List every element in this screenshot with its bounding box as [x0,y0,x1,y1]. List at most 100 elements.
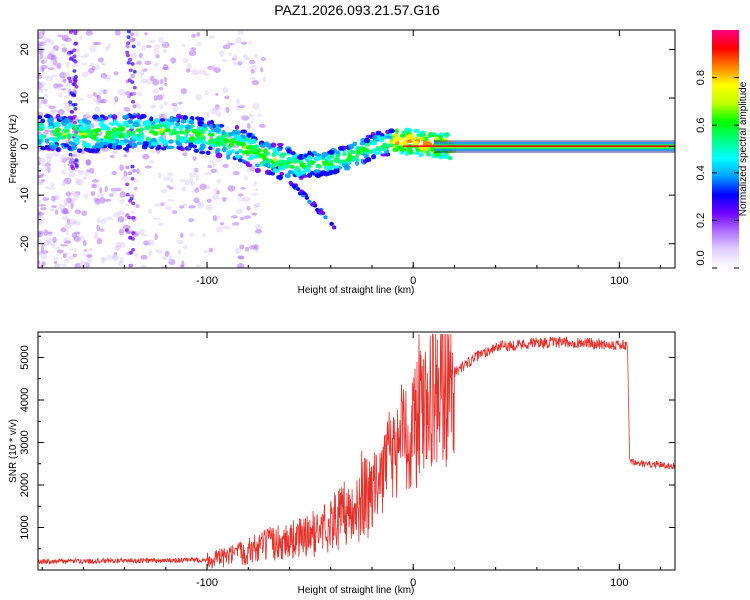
spectrogram-speckle [87,67,95,74]
spectrogram-speckle [96,237,103,245]
spectrogram-speckle [168,186,174,190]
spectrogram-streak [128,171,133,176]
spectrogram-speckle [119,191,126,198]
spectrogram-speckle [215,178,222,184]
spectrogram-speckle [222,225,231,230]
spectrogram-ridge-cell [322,171,330,177]
spectrogram-ridge-cell [143,119,150,125]
spectrogram-speckle [114,96,119,103]
spectrogram-speckle [61,180,66,187]
spectrogram-ridge-cell [280,159,287,164]
spectrogram-speckle [49,108,58,114]
spectrogram-ridge-cell [136,113,141,119]
spectrogram-speckle [54,209,59,215]
spectrogram-streak [73,74,78,79]
spectrogram-speckle [193,197,200,204]
spectrogram-speckle [216,190,220,195]
spectrogram-speckle [137,91,143,97]
spectrogram-ridge-cell [289,164,295,169]
spectrogram-ridge-cell [45,113,51,119]
spectrogram-ridge-cell [364,148,370,152]
spectrogram-ridge-cell [150,137,158,144]
spectrogram-x-axis-label: Height of straight line (km) [298,285,415,296]
spectrogram-ridge-cell [234,135,242,141]
spectrogram-speckle [179,205,185,209]
spectrogram-speckle [56,62,62,70]
spectrogram-speckle [225,106,230,113]
spectrogram-speckle [162,48,167,54]
spectrogram-speckle [84,261,89,268]
snr-y-tick-label: 4000 [19,388,31,412]
spectrogram-ridge-cell [213,138,221,142]
spectrogram-ridge-cell [139,136,144,141]
spectrogram-ridge-cell [285,164,291,169]
spectrogram-speckle [134,179,140,183]
spectrogram-speckle [51,205,57,209]
spectrogram-ridge-cell [80,134,86,139]
spectrogram-ridge-cell [202,123,208,129]
spectrogram-ridge-cell [433,136,440,141]
spectrogram-speckle [237,256,245,260]
spectrogram-speckle [147,208,153,215]
spectrogram-ridge-cell [161,147,167,151]
spectrogram-ridge-cell [372,141,378,145]
spectrogram-ridge-cell [239,138,247,143]
spectrogram-speckle [95,64,100,71]
spectrogram-speckle [58,92,63,98]
spectrogram-speckle [152,217,161,221]
spectrogram-ridge-cell [338,146,343,151]
spectrogram-ridge-cell [302,174,308,178]
spectrogram-speckle [208,35,216,39]
spectrogram-streak [130,194,135,198]
spectrogram-speckle [145,77,152,85]
spectrogram-ridge-cell [59,135,64,140]
spectrogram-speckle [252,103,260,110]
spectrogram-ridge-cell [205,150,211,156]
spectrogram-speckle [44,185,50,189]
spectrogram-ridge-cell [433,151,441,157]
spectrogram-speckle [206,204,213,212]
spectrogram-speckle [72,253,78,258]
spectrogram-ridge-cell [154,118,160,123]
spectrogram-speckle [237,193,244,197]
spectrogram-y-axis-label: Frequency (Hz) [8,115,19,184]
spectrogram-ridge-cell [269,163,276,169]
spectrogram-speckle [231,222,240,226]
spectrogram-speckle [44,165,49,172]
spectrogram-ridge-cell [86,134,92,138]
spectrogram-ridge-cell [305,168,312,173]
spectrogram-speckle [250,69,255,74]
spectrogram-speckle [244,246,250,252]
spectrogram-streak [70,110,75,114]
spectrogram-speckle [160,78,164,85]
spectrogram-streak [73,106,78,111]
spectrogram-speckle [248,40,252,45]
spectrogram-streak [72,69,77,73]
spectrogram-ridge-cell [354,154,359,158]
spectrogram-speckle [124,91,131,96]
spectrogram-ridge-cell [40,118,46,124]
snr-x-tick-label: 0 [410,577,416,589]
spectrogram-ridge-cell [144,125,151,131]
spectrogram-ridge-cell [65,129,70,133]
spectrogram-speckle [185,68,191,73]
spectrogram-speckle [119,164,124,171]
spectrogram-speckle [73,168,79,172]
spectrogram-speckle [209,160,214,164]
spectrogram-ridge-cell [64,117,71,124]
spectrogram-speckle [191,33,197,38]
spectrogram-ridge-cell [345,156,353,162]
spectrogram-y-tick-label: 20 [19,43,31,55]
spectrogram-ridge-cell [447,156,453,161]
spectrogram-speckle [41,261,46,267]
spectrogram-speckle [89,45,97,53]
spectrogram-speckle [260,66,264,73]
spectrogram-speckle [164,82,168,87]
spectrogram-streak [69,56,74,60]
spectrogram-speckle [43,57,49,63]
spectrogram-ridge-cell [171,128,176,133]
spectrogram-speckle [61,43,66,47]
spectrogram-ridge-cell [138,130,144,137]
spectrogram-ridge-cell [194,140,201,145]
spectrogram-speckle [195,264,202,268]
